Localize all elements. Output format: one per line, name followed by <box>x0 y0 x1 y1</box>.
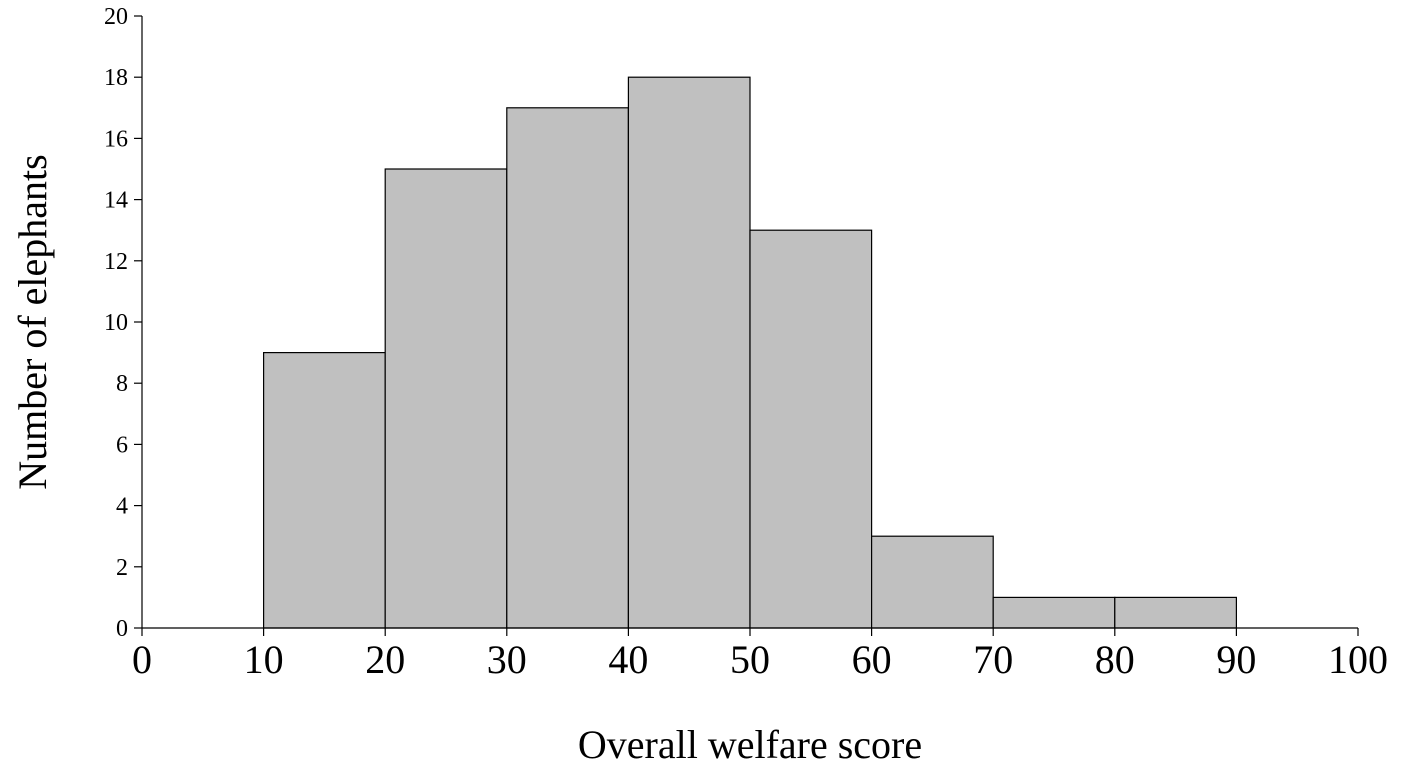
x-tick-label-80: 80 <box>1095 637 1135 682</box>
x-tick-label-30: 30 <box>487 637 527 682</box>
bar-30-40 <box>506 107 629 629</box>
bar-40-50 <box>627 76 751 629</box>
x-tick-label-70: 70 <box>973 637 1013 682</box>
y-tick-label-12: 12 <box>104 249 128 275</box>
y-tick-label-8: 8 <box>116 371 128 397</box>
y-tick-label-20: 20 <box>104 4 128 30</box>
bar-70-80 <box>992 596 1116 629</box>
bar-10-20 <box>263 352 386 629</box>
y-tick-label-2: 2 <box>116 555 128 581</box>
x-tick-label-20: 20 <box>365 637 405 682</box>
x-tick-label-10: 10 <box>244 637 284 682</box>
x-tick-label-100: 100 <box>1328 637 1388 682</box>
x-tick-label-90: 90 <box>1216 637 1256 682</box>
y-tick-label-4: 4 <box>116 494 128 520</box>
bar-60-70 <box>870 535 994 629</box>
y-tick-label-6: 6 <box>116 432 128 458</box>
y-tick-label-0: 0 <box>116 616 128 642</box>
y-tick-label-10: 10 <box>104 310 128 336</box>
y-axis-title: Number of elephants <box>10 154 55 489</box>
bar-20-30 <box>384 168 508 629</box>
x-axis-title: Overall welfare score <box>578 722 922 767</box>
x-tick-label-60: 60 <box>852 637 892 682</box>
x-tick-label-40: 40 <box>608 637 648 682</box>
x-tick-label-0: 0 <box>132 637 152 682</box>
bar-50-60 <box>749 229 873 629</box>
x-ticks-group: 0 10 20 30 40 50 60 70 80 90 100 <box>132 628 1388 682</box>
y-ticks-group: 0 2 4 6 8 10 12 14 16 18 20 <box>104 4 142 642</box>
y-tick-label-14: 14 <box>104 188 128 214</box>
bars-group <box>263 76 1238 629</box>
x-tick-label-50: 50 <box>730 637 770 682</box>
bar-80-90 <box>1114 596 1238 629</box>
y-tick-label-18: 18 <box>104 65 128 91</box>
y-tick-label-16: 16 <box>104 126 128 152</box>
